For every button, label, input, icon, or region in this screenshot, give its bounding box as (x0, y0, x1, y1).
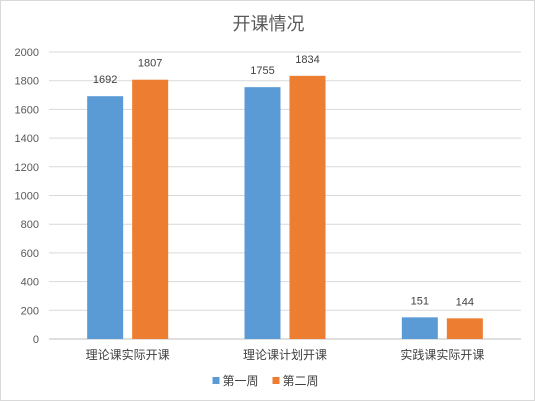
bar-1-2 (244, 87, 281, 339)
y-tick-label: 1600 (15, 104, 39, 116)
data-label: 1755 (250, 65, 274, 77)
y-tick-label: 200 (21, 305, 39, 317)
data-labels: 1692 1807 1755 1834 151 144 (93, 54, 474, 309)
chart-title: 开课情况 (233, 14, 305, 35)
legend: 第一周 第二周 (212, 374, 319, 388)
data-label: 1834 (295, 54, 319, 66)
y-axis-tick-labels: 0 200 400 600 800 1000 1200 1400 1600 1800 2000 (15, 47, 39, 346)
legend-label: 第一周 (223, 374, 259, 388)
bar-1-3 (401, 317, 438, 339)
bar-2-2 (289, 75, 326, 340)
y-tick-label: 400 (21, 277, 39, 289)
legend-swatch (272, 377, 280, 384)
data-label: 144 (456, 296, 474, 308)
y-tick-label: 0 (33, 334, 39, 346)
y-tick-label: 1800 (15, 76, 39, 88)
bar-2-1 (132, 79, 169, 340)
y-tick-label: 1000 (15, 191, 39, 203)
data-label: 1692 (93, 74, 117, 86)
data-label: 1807 (138, 58, 162, 70)
bars (87, 75, 483, 340)
bar-1-1 (87, 96, 124, 339)
x-category-label: 实践课实际开课 (400, 347, 484, 362)
y-tick-label: 1400 (15, 133, 39, 145)
y-tick-label: 800 (21, 219, 39, 231)
gridlines (49, 51, 521, 340)
y-tick-label: 2000 (15, 47, 39, 59)
x-category-label: 理论课实际开课 (86, 347, 170, 362)
y-tick-label: 600 (21, 248, 39, 260)
legend-label: 第二周 (283, 374, 319, 388)
y-tick-label: 1200 (15, 162, 39, 174)
x-axis-category-labels: 理论课实际开课 理论课计划开课 实践课实际开课 (86, 347, 485, 362)
data-label: 151 (411, 295, 429, 307)
x-category-label: 理论课计划开课 (243, 348, 327, 362)
bar-2-3 (446, 318, 483, 339)
legend-swatch (212, 377, 220, 384)
